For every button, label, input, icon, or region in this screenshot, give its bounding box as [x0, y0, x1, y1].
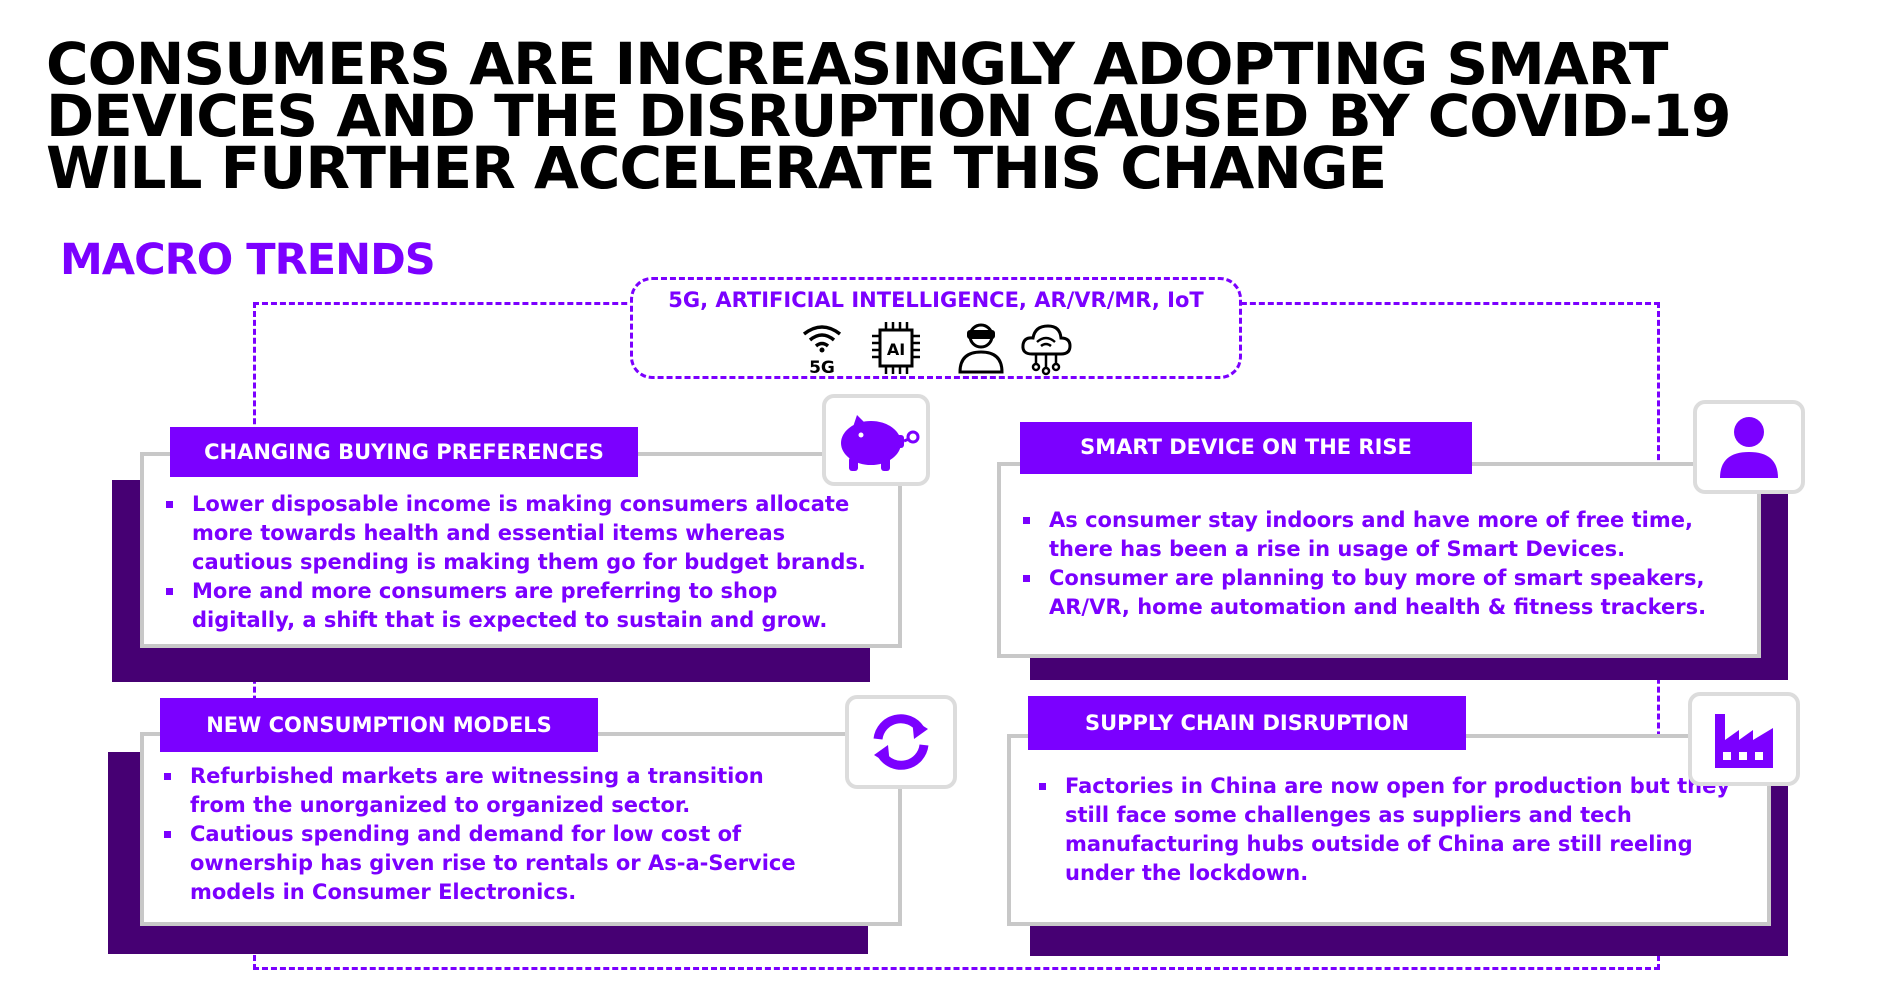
technology-icons: 5G AI [798, 320, 1098, 376]
bullet-marker [1023, 517, 1030, 524]
card-buying-header: CHANGING BUYING PREFERENCES [170, 427, 638, 477]
refresh-cycle-icon [873, 714, 929, 770]
title-line-1: CONSUMERS ARE INCREASINGLY ADOPTING SMAR… [46, 30, 1668, 98]
person-icon [1720, 417, 1778, 478]
card-buying: Lower disposable income is making consum… [140, 452, 902, 648]
bullet-marker [164, 773, 171, 780]
card-supply-b1-l3: manufacturing hubs outside of China are … [1065, 832, 1693, 856]
vr-headset-person-icon [958, 323, 1004, 374]
card-smart-list: As consumer stay indoors and have more o… [1023, 506, 1706, 622]
bullet-marker [166, 501, 173, 508]
wifi-5g-icon: 5G [802, 325, 842, 376]
card-supply-list: Factories in China are now open for prod… [1039, 772, 1730, 888]
card-supply-b1-l4: under the lockdown. [1065, 861, 1309, 885]
card-supply-icon-box [1688, 692, 1800, 786]
card-consumption-b1-l1: Refurbished markets are witnessing a tra… [190, 764, 764, 788]
factory-icon [1715, 714, 1773, 768]
bullet-marker [1023, 575, 1030, 582]
card-buying-b1-l3: cautious spending is making them go for … [192, 550, 866, 574]
list-item: Cautious spending and demand for low cos… [164, 820, 796, 907]
card-consumption-list: Refurbished markets are witnessing a tra… [164, 762, 796, 907]
card-consumption-icon-box [845, 695, 957, 789]
card-consumption-header: NEW CONSUMPTION MODELS [160, 698, 598, 752]
list-item: Consumer are planning to buy more of sma… [1023, 564, 1706, 622]
card-smart-b2-l2: AR/VR, home automation and health & fitn… [1049, 595, 1707, 619]
card-buying-b2-l1: More and more consumers are preferring t… [192, 579, 778, 603]
card-consumption-b1-l2: from the unorganized to organized sector… [190, 793, 691, 817]
section-title: MACRO TRENDS [60, 235, 436, 285]
list-item: More and more consumers are preferring t… [166, 577, 866, 635]
technology-box: 5G, ARTIFICIAL INTELLIGENCE, AR/VR/MR, I… [630, 277, 1242, 379]
card-smart-b2-l1: Consumer are planning to buy more of sma… [1049, 566, 1705, 590]
cloud-network-icon [1021, 324, 1072, 376]
technology-label: 5G, ARTIFICIAL INTELLIGENCE, AR/VR/MR, I… [668, 288, 1204, 312]
list-item: Refurbished markets are witnessing a tra… [164, 762, 796, 820]
card-buying-b2-l2: digitally, a shift that is expected to s… [192, 608, 828, 632]
card-consumption-b2-l2: ownership has given rise to rentals or A… [190, 851, 796, 875]
card-supply: Factories in China are now open for prod… [1007, 734, 1771, 926]
bullet-marker [166, 588, 173, 595]
card-buying-b1-l2: more towards health and essential items … [192, 521, 786, 545]
card-smart: As consumer stay indoors and have more o… [997, 462, 1761, 658]
card-buying-b1-l1: Lower disposable income is making consum… [192, 492, 850, 516]
list-item: As consumer stay indoors and have more o… [1023, 506, 1706, 564]
card-supply-b1-l1: Factories in China are now open for prod… [1065, 774, 1731, 798]
card-supply-header: SUPPLY CHAIN DISRUPTION [1028, 696, 1466, 750]
card-buying-icon-box [822, 394, 930, 486]
icon-ai-text: AI [887, 340, 905, 359]
card-consumption: Refurbished markets are witnessing a tra… [140, 732, 902, 926]
card-supply-b1-l2: still face some challenges as suppliers … [1065, 803, 1632, 827]
card-smart-b1-l1: As consumer stay indoors and have more o… [1049, 508, 1693, 532]
list-item: Lower disposable income is making consum… [166, 490, 866, 577]
bullet-marker [164, 831, 171, 838]
card-smart-b1-l2: there has been a rise in usage of Smart … [1049, 537, 1626, 561]
card-smart-header: SMART DEVICE ON THE RISE [1020, 422, 1472, 474]
list-item: Factories in China are now open for prod… [1039, 772, 1730, 888]
title-line-3: WILL FURTHER ACCELERATE THIS CHANGE [46, 134, 1387, 202]
card-buying-list: Lower disposable income is making consum… [166, 490, 866, 635]
page-title: CONSUMERS ARE INCREASINGLY ADOPTING SMAR… [46, 30, 1886, 202]
title-line-2: DEVICES AND THE DISRUPTION CAUSED BY COV… [46, 82, 1732, 150]
card-smart-icon-box [1693, 400, 1805, 494]
icon-5g-text: 5G [809, 358, 835, 376]
card-consumption-b2-l1: Cautious spending and demand for low cos… [190, 822, 742, 846]
piggy-bank-icon [841, 415, 920, 471]
ai-chip-icon: AI [872, 322, 920, 374]
bullet-marker [1039, 783, 1046, 790]
card-consumption-b2-l3: models in Consumer Electronics. [190, 880, 577, 904]
